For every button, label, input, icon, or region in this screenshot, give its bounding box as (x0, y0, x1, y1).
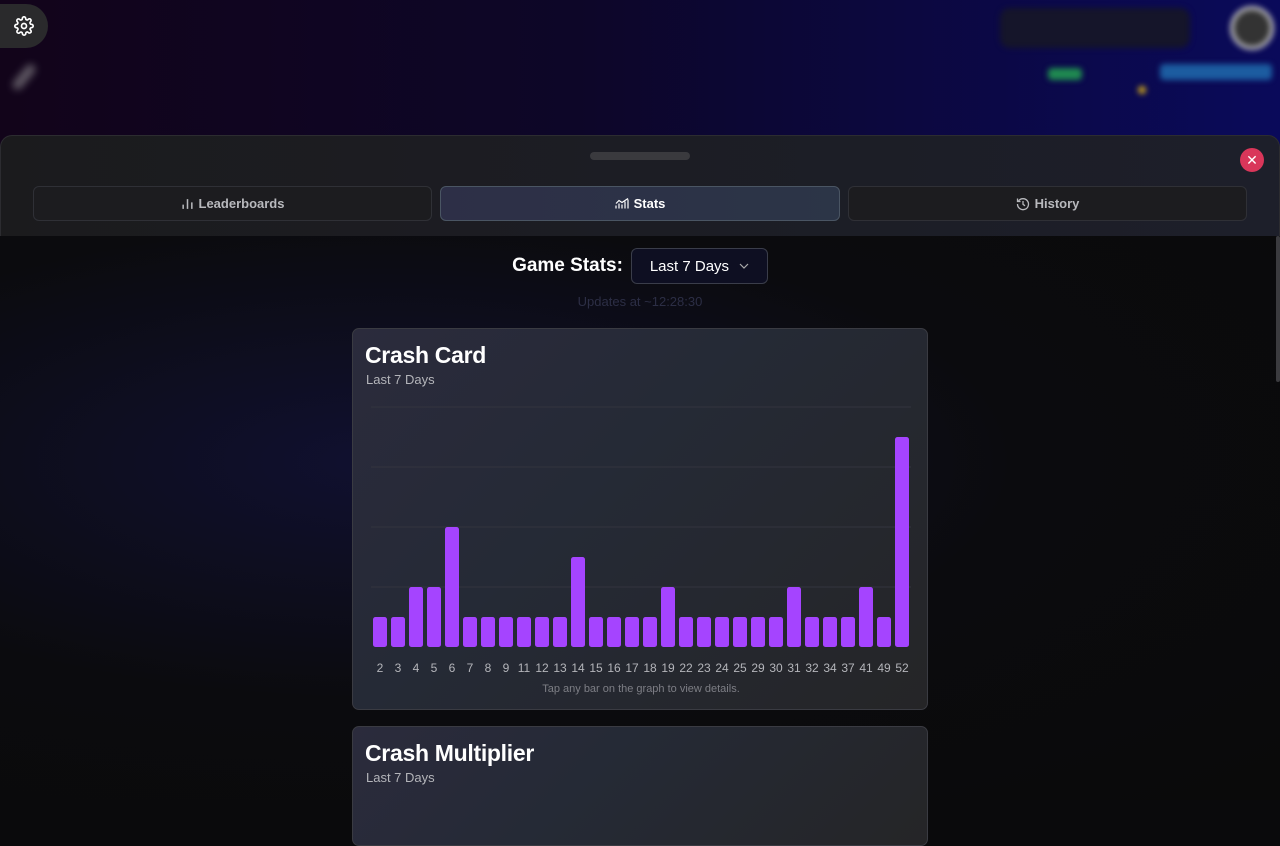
close-button[interactable]: ✕ (1240, 148, 1264, 172)
bar-9[interactable] (499, 617, 513, 647)
bar-8[interactable] (481, 617, 495, 647)
coin-icon (1138, 86, 1146, 94)
x-tick-label: 13 (553, 661, 567, 675)
drag-handle[interactable] (590, 152, 690, 160)
x-tick-label: 24 (715, 661, 729, 675)
bar-6[interactable] (445, 527, 459, 647)
tab-label: Stats (633, 196, 666, 211)
x-tick-label: 2 (377, 661, 384, 675)
x-tick-label: 30 (769, 661, 783, 675)
bar-49[interactable] (877, 617, 891, 647)
bar-30[interactable] (769, 617, 783, 647)
crash-card-chart-card: Crash Card Last 7 Days 2 3 4 5 6 7 8 9 11 12 13 14 1… (352, 328, 928, 710)
trend-chart-icon (614, 198, 629, 209)
x-tick-label: 9 (503, 661, 510, 675)
bar-5[interactable] (427, 587, 441, 647)
x-tick-label: 15 (589, 661, 603, 675)
x-tick-label: 17 (625, 661, 639, 675)
x-tick-label: 5 (431, 661, 438, 675)
bar-2[interactable] (373, 617, 387, 647)
period-select[interactable]: Last 7 Days (630, 248, 768, 284)
x-tick-label: 25 (733, 661, 747, 675)
card-title: Crash Card (365, 342, 486, 368)
bar-4[interactable] (409, 587, 423, 647)
tab-label: History (1034, 196, 1080, 211)
bar-7[interactable] (463, 617, 477, 647)
bar-23[interactable] (697, 617, 711, 647)
bar-19[interactable] (661, 587, 675, 647)
x-tick-label: 32 (805, 661, 819, 675)
bar-16[interactable] (607, 617, 621, 647)
level-bar (1160, 64, 1272, 80)
chart-hint: Tap any bar on the graph to view details… (542, 683, 740, 695)
card-subtitle: Last 7 Days (366, 372, 435, 387)
x-tick-label: 3 (395, 661, 402, 675)
crash-card-bar-chart: 2 3 4 5 6 7 8 9 11 12 13 14 15 16 17 18 19 22 23 24 25 29 30 31… (371, 406, 911, 675)
x-tick-label: 37 (841, 661, 855, 675)
x-tick-label: 41 (859, 661, 873, 675)
bar-41[interactable] (859, 587, 873, 647)
avatar[interactable] (1230, 6, 1274, 50)
updates-time: Updates at ~12:28:30 (577, 294, 703, 309)
balance-pill[interactable] (1000, 8, 1190, 48)
x-tick-label: 8 (485, 661, 492, 675)
period-select-value: Last 7 Days (649, 257, 730, 275)
x-tick-label: 23 (697, 661, 711, 675)
settings-button[interactable] (0, 4, 48, 48)
bar-18[interactable] (643, 617, 657, 647)
bar-22[interactable] (679, 617, 693, 647)
bar-34[interactable] (823, 617, 837, 647)
x-tick-label: 11 (518, 661, 531, 675)
x-tick-label: 22 (679, 661, 693, 675)
bar-37[interactable] (841, 617, 855, 647)
scrollbar[interactable] (1276, 236, 1280, 382)
card-title: Crash Multiplier (365, 740, 535, 766)
tab-leaderboards[interactable]: Leaderboards (33, 186, 432, 221)
tab-label: Leaderboards (198, 196, 285, 211)
bar-12[interactable] (535, 617, 549, 647)
x-tick-label: 6 (449, 661, 456, 675)
bar-29[interactable] (751, 617, 765, 647)
x-tick-label: 12 (535, 661, 549, 675)
gear-icon (14, 16, 34, 36)
crash-multiplier-chart-card: Crash Multiplier Last 7 Days (352, 726, 928, 846)
x-tick-label: 14 (571, 661, 585, 675)
bar-32[interactable] (805, 617, 819, 647)
x-tick-label: 7 (467, 661, 474, 675)
bar-11[interactable] (517, 617, 531, 647)
bar-24[interactable] (715, 617, 729, 647)
bar-31[interactable] (787, 587, 801, 647)
bar-15[interactable] (589, 617, 603, 647)
bar-13[interactable] (553, 617, 567, 647)
x-tick-label: 16 (607, 661, 621, 675)
x-tick-label: 19 (661, 661, 675, 675)
history-icon (1016, 197, 1029, 210)
x-tick-label: 31 (787, 661, 801, 675)
card-subtitle: Last 7 Days (366, 770, 435, 785)
game-stats-title: Game Stats: (512, 255, 623, 276)
x-tick-label: 34 (823, 661, 837, 675)
bar-3[interactable] (391, 617, 405, 647)
x-tick-label: 18 (643, 661, 657, 675)
status-indicator (1048, 68, 1082, 80)
bar-52[interactable] (895, 437, 909, 647)
x-tick-label: 49 (877, 661, 891, 675)
bar-14[interactable] (571, 557, 585, 647)
chevron-down-icon (739, 263, 749, 269)
wrench-icon[interactable] (10, 62, 38, 96)
bar-25[interactable] (733, 617, 747, 647)
tab-stats[interactable]: Stats (440, 186, 840, 221)
x-tick-label: 52 (895, 661, 909, 675)
x-tick-label: 29 (751, 661, 765, 675)
bar-17[interactable] (625, 617, 639, 647)
tab-history[interactable]: History (848, 186, 1247, 221)
close-icon: ✕ (1246, 151, 1258, 168)
bar-chart-icon (181, 199, 193, 209)
x-tick-label: 4 (413, 661, 420, 675)
